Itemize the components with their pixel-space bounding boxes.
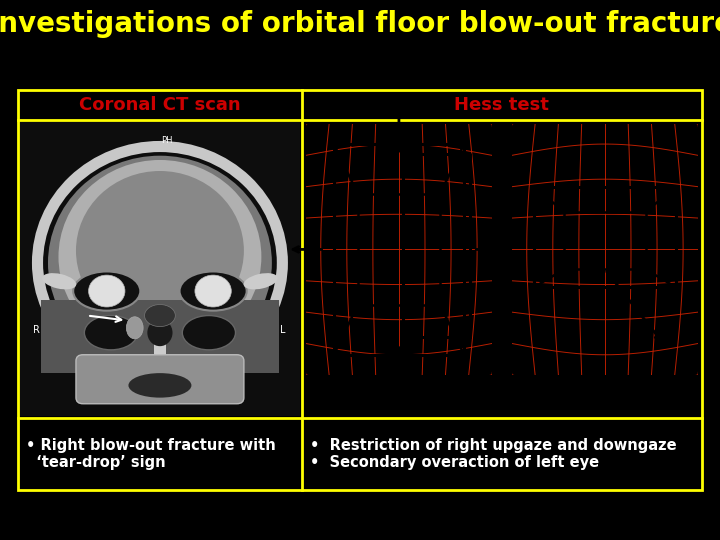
Ellipse shape (243, 273, 278, 289)
Bar (41, 300, 279, 373)
Text: Coronal CT scan: Coronal CT scan (79, 96, 240, 114)
Ellipse shape (42, 273, 76, 289)
Ellipse shape (84, 315, 138, 350)
Bar (304, 122, 700, 416)
Ellipse shape (126, 317, 143, 339)
Circle shape (89, 275, 125, 307)
Text: • Right blow-out fracture with
  ‘tear-drop’ sign: • Right blow-out fracture with ‘tear-dro… (26, 438, 276, 470)
Text: L: L (280, 325, 286, 335)
Text: •  Restriction of right upgaze and downgaze
•  Secondary overaction of left eye: • Restriction of right upgaze and downga… (310, 438, 677, 470)
Bar (18, 90, 702, 490)
Circle shape (195, 275, 231, 307)
Ellipse shape (73, 272, 140, 310)
Text: Investigations of orbital floor blow-out fracture: Investigations of orbital floor blow-out… (0, 10, 720, 38)
Text: PH: PH (161, 136, 173, 145)
Bar (154, 312, 166, 355)
Ellipse shape (58, 160, 261, 354)
Ellipse shape (76, 171, 244, 330)
Text: Hess test: Hess test (454, 96, 549, 114)
FancyBboxPatch shape (76, 355, 244, 404)
Ellipse shape (148, 319, 173, 346)
Ellipse shape (145, 305, 176, 327)
Text: R: R (33, 325, 40, 335)
Ellipse shape (48, 156, 272, 370)
Ellipse shape (179, 272, 247, 310)
Ellipse shape (128, 373, 192, 397)
Ellipse shape (182, 315, 235, 350)
